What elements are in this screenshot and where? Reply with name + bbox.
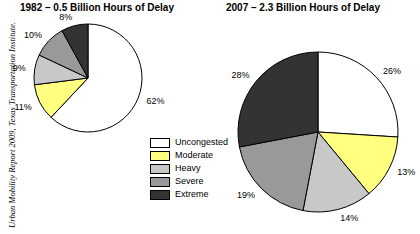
svg-text:11%: 11% [15, 102, 32, 112]
svg-text:19%: 19% [237, 190, 255, 200]
svg-text:62%: 62% [147, 96, 165, 106]
svg-text:26%: 26% [383, 66, 401, 76]
svg-text:13%: 13% [397, 167, 412, 177]
svg-text:28%: 28% [231, 70, 249, 80]
svg-text:8%: 8% [59, 12, 72, 22]
svg-text:14%: 14% [340, 213, 358, 223]
svg-text:10%: 10% [24, 30, 42, 40]
